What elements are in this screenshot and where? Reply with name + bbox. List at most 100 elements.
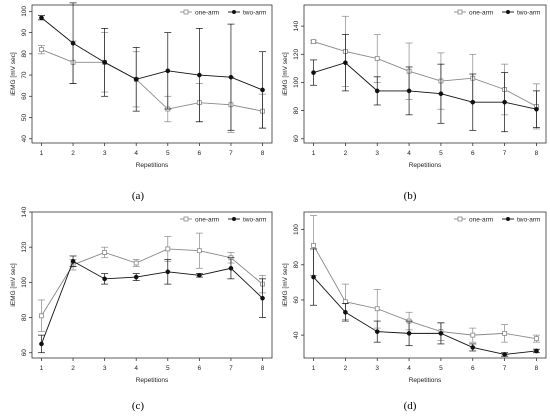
series-two-arm: [310, 248, 540, 357]
data-point: [133, 274, 139, 280]
x-tick-label: 3: [103, 150, 107, 157]
x-tick-label: 7: [229, 150, 233, 157]
data-point: [197, 272, 202, 278]
data-point: [260, 295, 265, 301]
x-axis-label: Repetitions: [409, 377, 442, 384]
data-point: [260, 87, 265, 93]
legend-marker: [506, 217, 510, 221]
data-point: [502, 352, 507, 357]
chart-panel-2: 1 2 3 4 5 6 7 8 60 80 100 120 140 Repetitions iEMG [mV…: [282, 4, 547, 169]
data-point: [311, 243, 316, 248]
data-point: [102, 59, 107, 65]
y-axis-label: iEMG [mV sec]: [282, 52, 289, 96]
x-tick-label: 3: [375, 150, 379, 157]
legend-marker: [506, 10, 510, 14]
y-tick-label: 60: [21, 349, 28, 357]
chart-panel-3: 1 2 3 4 5 6 7 8 60 80 100 120 140 Repetitions iEMG [mV…: [10, 206, 273, 384]
data-point: [534, 348, 539, 354]
data-point: [311, 70, 316, 75]
legend-marker: [232, 217, 236, 221]
x-axis-label: Repetitions: [409, 162, 442, 169]
y-axis-label: iEMG [mV sec]: [10, 52, 17, 96]
data-point: [39, 47, 44, 52]
y-tick-label: 50: [21, 114, 28, 122]
x-tick-label: 8: [535, 365, 539, 372]
data-point: [165, 269, 171, 275]
x-tick-label: 1: [40, 365, 44, 372]
series-line: [313, 62, 537, 110]
y-tick-label: 80: [293, 107, 300, 115]
x-tick-label: 2: [344, 150, 348, 157]
series-line: [41, 17, 263, 91]
x-tick-label: 1: [40, 150, 44, 157]
data-point: [343, 309, 348, 315]
x-tick-label: 5: [439, 150, 443, 157]
x-tick-label: 4: [407, 150, 411, 157]
data-point: [228, 265, 234, 271]
data-point: [534, 106, 539, 112]
plot-frame: [303, 4, 547, 144]
x-tick-label: 6: [471, 365, 475, 372]
x-tick-label: 4: [407, 365, 411, 372]
y-tick-label: 120: [21, 241, 28, 252]
y-tick-label: 140: [293, 20, 300, 31]
data-point: [470, 332, 476, 338]
y-tick-label: 90: [21, 29, 28, 37]
data-point: [197, 72, 202, 78]
series-line: [41, 248, 263, 317]
data-point: [343, 60, 348, 66]
x-axis-label: Repetitions: [136, 162, 169, 169]
x-tick-label: 3: [375, 365, 379, 372]
y-tick-label: 60: [293, 296, 300, 304]
x-tick-label: 6: [198, 150, 202, 157]
data-point: [374, 329, 380, 334]
series-line: [41, 260, 263, 345]
data-point: [374, 88, 380, 94]
y-tick-label: 40: [293, 331, 300, 339]
data-point: [502, 330, 508, 336]
x-tick-label: 6: [198, 365, 202, 372]
data-point: [133, 260, 139, 266]
data-point: [406, 331, 412, 336]
data-point: [133, 76, 139, 82]
data-point: [406, 88, 412, 94]
data-point: [534, 336, 539, 342]
x-axis-label: Repetitions: [136, 377, 169, 384]
legend-marker: [183, 9, 189, 15]
x-tick-label: 5: [166, 150, 170, 157]
series-one-arm: [310, 215, 540, 343]
x-tick-label: 4: [134, 150, 138, 157]
y-tick-label: 80: [21, 314, 28, 322]
y-tick-label: 100: [21, 6, 28, 17]
data-point: [102, 276, 107, 282]
data-point: [438, 331, 444, 336]
legend-label: one-arm: [195, 216, 219, 223]
series-one-arm: [37, 32, 267, 133]
legend-label: two-arm: [243, 9, 266, 16]
legend-label: one-arm: [195, 9, 219, 16]
caption-b: (b): [404, 190, 417, 202]
legend-label: one-arm: [469, 216, 493, 223]
y-tick-label: 80: [293, 261, 300, 269]
x-tick-label: 8: [535, 150, 539, 157]
data-point: [311, 39, 316, 45]
series-line: [313, 41, 537, 107]
data-point: [39, 15, 44, 21]
x-tick-label: 4: [134, 365, 138, 372]
x-tick-label: 2: [344, 365, 348, 372]
x-tick-label: 7: [229, 365, 233, 372]
y-axis-label: iEMG [mV sec]: [10, 263, 17, 307]
x-tick-label: 5: [166, 365, 170, 372]
series-one-arm: [37, 232, 267, 332]
y-tick-label: 100: [293, 77, 300, 88]
y-tick-label: 100: [293, 224, 300, 235]
legend-marker: [183, 216, 189, 222]
data-point: [102, 250, 108, 255]
data-point: [470, 99, 476, 105]
x-tick-label: 6: [471, 150, 475, 157]
data-point: [374, 306, 380, 312]
x-tick-label: 1: [312, 150, 316, 157]
data-point: [470, 345, 476, 350]
caption-a: (a): [132, 190, 145, 202]
